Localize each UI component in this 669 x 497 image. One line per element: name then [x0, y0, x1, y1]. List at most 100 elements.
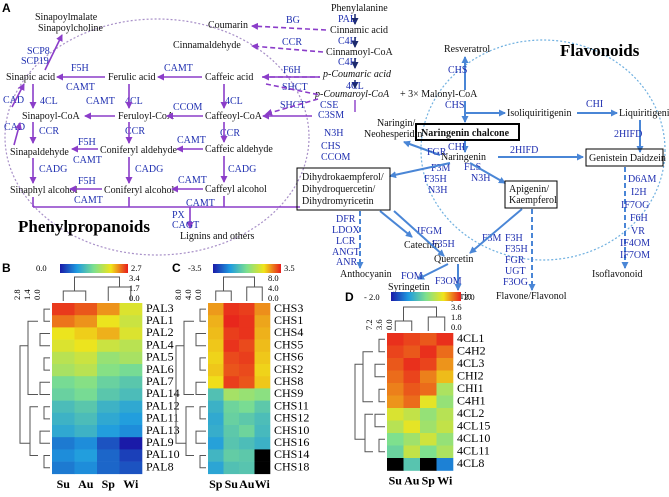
- heatmap-cell: [239, 461, 255, 475]
- color-scale-bar: [213, 264, 281, 273]
- enzyme-camt: CAMT: [66, 82, 95, 93]
- enzyme-f5h: F5H: [78, 137, 96, 148]
- enzyme-chs: CHS: [448, 65, 467, 76]
- heatmap-column-label: Su: [225, 477, 239, 491]
- heatmap-cell: [52, 461, 75, 475]
- heatmap-row-label: PAL4: [146, 337, 174, 351]
- heatmap-cell: [239, 351, 255, 365]
- heatmap-cell: [420, 420, 437, 434]
- heatmap-cell: [223, 351, 240, 365]
- heatmap-cell: [52, 388, 75, 401]
- enzyme-ccr: CCR: [39, 126, 59, 137]
- heatmap-row-label: CHS4: [274, 325, 303, 339]
- compound-cinnamoyl-coa: Cinnamoyl-CoA: [326, 47, 393, 58]
- heatmap-cell: [436, 345, 454, 359]
- dendrogram-tick: 4.0: [183, 289, 193, 300]
- enzyme-shct: SHCT: [282, 82, 308, 93]
- heatmap-cell: [74, 425, 98, 438]
- panel-label-c: C: [172, 261, 181, 275]
- panel-d: D - 2.0 2.0 3.61.80.07.2 3.6 0.04CL1C4H24C…: [345, 290, 490, 488]
- enzyme-chs: CHS: [445, 100, 464, 111]
- heatmap-column-label: Wi: [437, 474, 453, 488]
- heatmap-cell: [239, 437, 255, 450]
- enzyme-f35h: F35H: [432, 239, 455, 250]
- heatmap-cell: [420, 333, 437, 346]
- arrow: [265, 98, 319, 116]
- enzyme-d6am: D6AM: [628, 174, 656, 185]
- enzyme-fom: FOM: [401, 271, 423, 282]
- heatmap-cell: [97, 376, 120, 389]
- heatmap-cell: [223, 425, 240, 438]
- heatmap-cell: [223, 461, 240, 475]
- compound-quercetin: Quercetin: [434, 254, 473, 265]
- dendrogram-tick: 3.4: [129, 273, 140, 283]
- heatmap-cell: [119, 461, 143, 475]
- compound-resveratrol: Resveratrol: [444, 44, 490, 55]
- naringenin-chalcone-box: [415, 123, 520, 141]
- enzyme-c4h: C4H: [338, 36, 357, 47]
- compound-ferulic-acid: Ferulic acid: [108, 72, 155, 83]
- heatmap-cell: [420, 395, 437, 409]
- heatmap-column-label: Sp: [209, 477, 223, 491]
- panel-label-b: B: [2, 261, 11, 275]
- scale-min-label: 0.0: [36, 263, 47, 273]
- heatmap-column-label: Wi: [255, 477, 271, 491]
- arrow: [265, 83, 321, 96]
- compound-flavone-flavonol: Flavone/Flavonol: [496, 291, 567, 302]
- heatmap-row-label: PAL11: [146, 411, 179, 425]
- compound-isoflavonoid: Isoflavonoid: [592, 269, 643, 280]
- compound-dihydroquercetin: Dihydroquercetin/: [302, 184, 376, 195]
- heatmap-cell: [420, 383, 437, 396]
- heatmap-cell: [119, 400, 143, 414]
- phenylpropanoids-title: Phenylpropanoids: [18, 217, 150, 236]
- dendrogram-tick: 0.0: [193, 289, 203, 300]
- arrow: [389, 162, 451, 179]
- heatmap-cell: [436, 395, 454, 409]
- heatmap-cell: [239, 449, 255, 462]
- enzyme-camt: CAMT: [86, 96, 115, 107]
- heatmap-cell: [239, 376, 255, 389]
- enzyme-if7om: IF7OM: [620, 250, 650, 261]
- enzyme-2hifd: 2HIFD: [614, 129, 642, 140]
- compound-caffeyl-alcohol: Caffeyl alcohol: [205, 184, 267, 195]
- compound-sinapic-acid: Sinapic acid: [6, 72, 55, 83]
- heatmap-cell: [403, 395, 421, 409]
- heatmap-cell: [119, 364, 143, 377]
- dendrogram-tick: 8.0: [173, 289, 183, 300]
- heatmap-cell: [420, 458, 437, 471]
- enzyme-cadg: CADG: [228, 164, 256, 175]
- enzyme-fls: FLS: [464, 162, 481, 173]
- enzyme-f3m: F3M: [431, 163, 451, 174]
- heatmap-cell: [208, 400, 224, 414]
- heatmap-cell: [97, 315, 120, 328]
- heatmap-cell: [420, 358, 437, 371]
- heatmap-cell: [403, 383, 421, 396]
- compound-sinapoylcholine: Sinapoylcholine: [38, 23, 104, 34]
- heatmap-cell: [119, 315, 143, 328]
- heatmap-cell: [97, 327, 120, 340]
- heatmap-row-label: 4CL15: [457, 419, 490, 433]
- dendrogram-tick: 0.0: [451, 322, 462, 332]
- dendrogram-tick: 0.0: [129, 293, 140, 303]
- heatmap-column-label: Wi: [123, 477, 139, 491]
- heatmap-cell: [52, 412, 75, 426]
- heatmap-cell: [119, 327, 143, 340]
- heatmap-cell: [223, 449, 240, 462]
- heatmap-cell: [436, 358, 454, 371]
- enzyme-ccr: CCR: [125, 126, 145, 137]
- scale-min-label: - 2.0: [364, 292, 380, 302]
- heatmap-b: 3.41.70.02.8 1.4 0.0PAL3PAL1PAL2PAL4PAL5PA…: [12, 273, 180, 491]
- heatmap-row-label: CHS8: [274, 374, 303, 388]
- heatmap-cell: [239, 364, 255, 377]
- genistein-daidzein-box: [585, 148, 664, 167]
- compound-coumarin: Coumarin: [208, 20, 248, 31]
- heatmap-cell: [254, 303, 271, 316]
- enzyme-angt: ANGT: [332, 247, 360, 258]
- column-dendrogram: [394, 306, 446, 331]
- enzyme-f35h: F35H: [424, 174, 447, 185]
- heatmap-cell: [387, 345, 404, 359]
- enzyme-c3sm: C3SM: [318, 110, 344, 121]
- heatmap-cell: [119, 351, 143, 365]
- heatmap-cell: [254, 364, 271, 377]
